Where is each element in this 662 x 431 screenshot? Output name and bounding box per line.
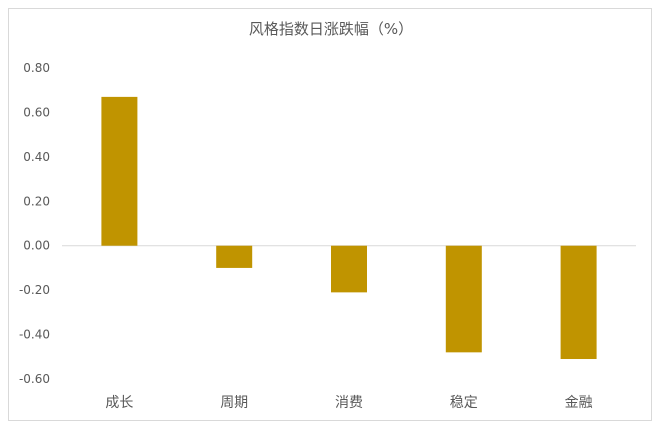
category-label: 周期 [220, 395, 248, 411]
y-tick-label: -0.20 [19, 283, 50, 297]
category-labels: 成长 周期 消费 稳定 金融 [105, 395, 592, 411]
category-label: 稳定 [450, 395, 478, 411]
y-tick-label: -0.60 [19, 372, 50, 386]
bars-group [101, 96, 597, 360]
category-label: 金融 [565, 395, 593, 411]
y-tick-label: 0.00 [23, 239, 50, 253]
y-tick-label: 0.60 [23, 105, 50, 119]
chart-title: 风格指数日涨跌幅（%） [248, 20, 414, 38]
y-tick-label: 0.20 [23, 194, 50, 208]
bar-0 [101, 96, 138, 246]
bar-4 [560, 245, 597, 360]
y-tick-label: 0.80 [23, 61, 50, 75]
y-axis-ticks: 0.80 0.60 0.40 0.20 0.00 -0.20 -0.40 -0.60 [19, 61, 50, 386]
bar-2 [331, 245, 367, 293]
bar-1 [216, 245, 253, 268]
y-tick-label: 0.40 [23, 150, 50, 164]
category-label: 成长 [105, 395, 133, 411]
bar-3 [445, 245, 482, 353]
y-tick-label: -0.40 [19, 328, 50, 342]
category-label: 消费 [335, 395, 363, 411]
